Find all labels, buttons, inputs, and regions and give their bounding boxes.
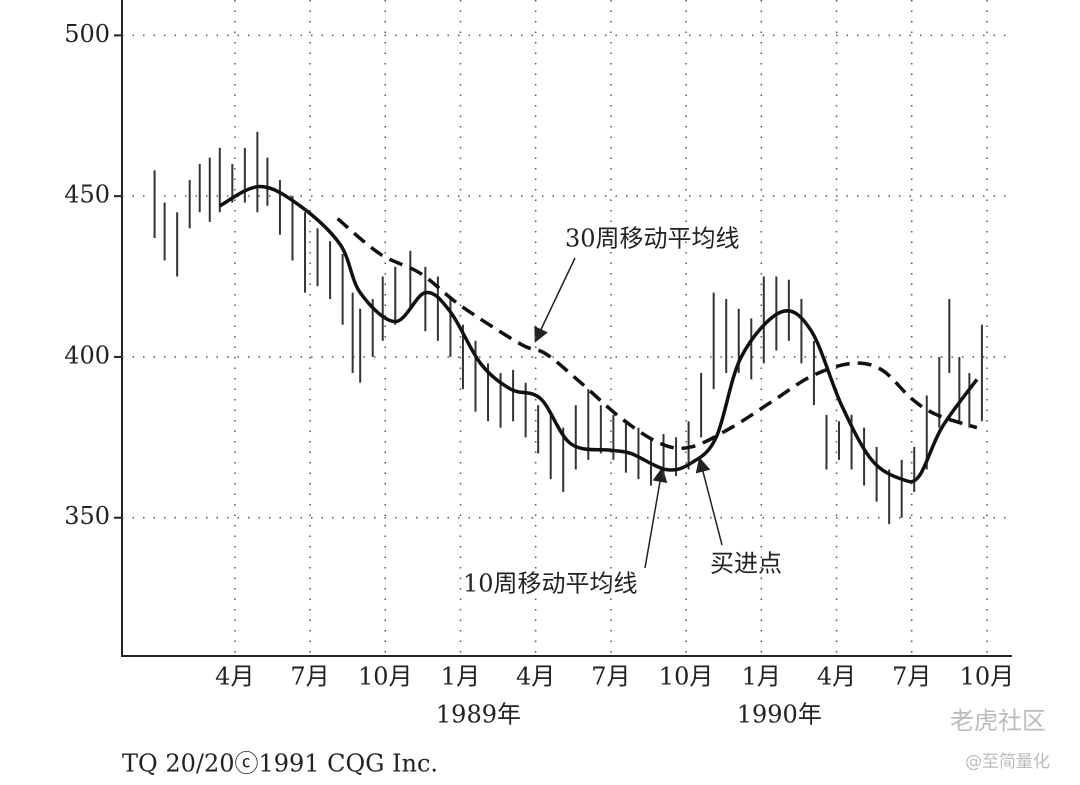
moving-average-line	[218, 184, 979, 484]
y-tick-label: 500	[64, 20, 110, 48]
x-tick-label: 7月	[892, 663, 931, 691]
y-tick-label: 450	[64, 181, 110, 209]
x-tick-label: 1月	[441, 663, 480, 691]
x-tick-label: 7月	[290, 663, 329, 691]
footer: TQ 20/20ⓒ1991 CQG Inc.	[122, 750, 438, 778]
arrow	[534, 257, 576, 343]
y-tick-label: 400	[64, 341, 110, 369]
x-tick-label: 10月	[659, 663, 714, 691]
x-tick-label: 4月	[516, 663, 555, 691]
year-label: 1990年	[737, 701, 822, 729]
annotation: 买进点	[710, 550, 782, 578]
x-tick-label: 4月	[817, 663, 856, 691]
watermark: 老虎社区	[950, 707, 1046, 735]
y-tick-label: 350	[64, 502, 110, 530]
moving-average-line	[336, 217, 978, 451]
watermark: @至简量化	[965, 752, 1050, 772]
arrow	[644, 467, 668, 569]
year-label: 1989年	[436, 701, 521, 729]
x-tick-label: 10月	[960, 663, 1015, 691]
x-tick-label: 1月	[742, 663, 781, 691]
annotation: 10周移动平均线	[463, 570, 638, 598]
x-tick-label: 4月	[215, 663, 254, 691]
x-tick-label: 10月	[358, 663, 413, 691]
arrow	[695, 457, 723, 546]
annotation: 30周移动平均线	[565, 225, 740, 253]
x-tick-label: 7月	[591, 663, 630, 691]
